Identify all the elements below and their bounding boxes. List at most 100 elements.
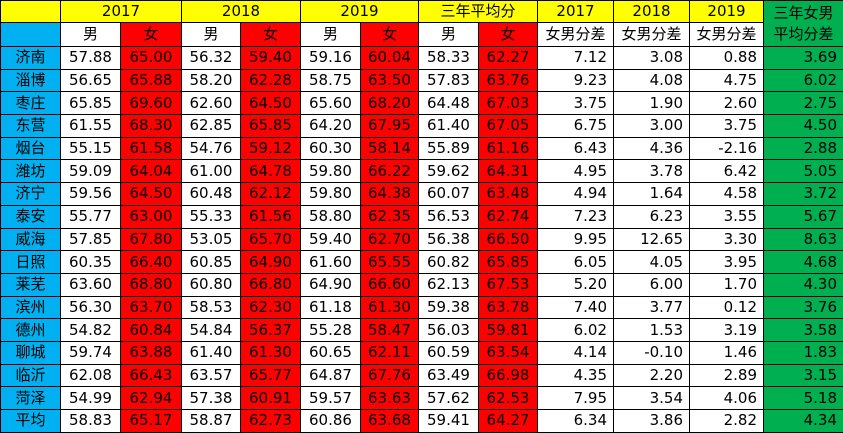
subheader-cell: 女 <box>240 22 301 47</box>
female-score: 64.38 <box>360 182 419 206</box>
female-score: 64.78 <box>240 159 301 184</box>
year-header: 2017 <box>60 0 182 23</box>
male-score: 58.33 <box>418 46 479 70</box>
avg-diff-cell: 3.72 <box>763 182 843 206</box>
city-cell: 淄博 <box>0 68 61 93</box>
female-score: 61.16 <box>477 136 539 161</box>
avg-diff-cell: 3.76 <box>763 295 843 320</box>
diff-cell: 7.23 <box>537 204 615 229</box>
female-score: 65.88 <box>120 68 182 93</box>
avg-diff-cell: 4.34 <box>763 409 843 433</box>
diff-cell: 4.58 <box>689 182 765 206</box>
female-score: 67.76 <box>360 363 419 388</box>
female-score: 60.04 <box>360 46 419 70</box>
female-score: 62.28 <box>240 68 301 93</box>
male-score: 58.20 <box>181 68 241 93</box>
male-score: 63.57 <box>181 363 241 388</box>
diff-cell: 3.78 <box>613 159 691 184</box>
male-score: 61.60 <box>300 250 361 274</box>
diff-cell: 6.43 <box>537 136 615 161</box>
data-row: 烟台 55.15 61.58 54.76 59.12 60.30 58.14 55.89 61.… <box>0 136 843 161</box>
city-cell: 日照 <box>0 250 61 274</box>
diff-cell: 3.54 <box>613 386 691 410</box>
diff-cell: 3.75 <box>537 91 615 116</box>
male-score: 56.65 <box>60 68 121 93</box>
female-score: 63.78 <box>477 295 539 320</box>
male-score: 60.30 <box>300 136 361 161</box>
diff-cell: 0.12 <box>689 295 765 320</box>
avg-diff-cell: 8.63 <box>763 227 843 252</box>
male-score: 54.76 <box>181 136 241 161</box>
female-score: 68.80 <box>120 272 182 297</box>
female-score: 64.90 <box>240 250 301 274</box>
data-row: 济南 57.88 65.00 56.32 59.40 59.16 60.04 58.33 62.… <box>0 46 843 70</box>
female-score: 64.50 <box>120 182 182 206</box>
female-score: 64.04 <box>120 159 182 184</box>
diff-cell: 3.86 <box>613 409 691 433</box>
diff-cell: 6.02 <box>537 318 615 342</box>
female-score: 62.53 <box>477 386 539 410</box>
diff-cell: 3.08 <box>613 46 691 70</box>
male-score: 59.80 <box>300 159 361 184</box>
male-score: 61.40 <box>181 340 241 365</box>
male-score: 60.80 <box>181 272 241 297</box>
city-cell: 滨州 <box>0 295 61 320</box>
avg-diff-header-line: 三年女男 <box>773 3 834 22</box>
male-score: 59.41 <box>418 409 479 433</box>
diff-cell: 6.42 <box>689 159 765 184</box>
female-score: 63.68 <box>360 409 419 433</box>
data-row: 平均 58.83 65.17 58.87 62.73 60.86 63.68 59.41 64.… <box>0 409 843 433</box>
female-score: 63.00 <box>120 204 182 229</box>
header-row: 2017 2018 2019 三年平均分 2017 2018 2019 三年女男 平均分差 <box>0 0 843 47</box>
male-score: 59.09 <box>60 159 121 184</box>
subheader-cell: 男 <box>181 22 241 47</box>
female-score: 68.30 <box>120 114 182 138</box>
city-cell: 泰安 <box>0 204 61 229</box>
female-score: 66.60 <box>360 272 419 297</box>
female-score: 62.11 <box>360 340 419 365</box>
male-score: 59.16 <box>300 46 361 70</box>
male-score: 59.56 <box>60 182 121 206</box>
female-score: 66.98 <box>477 363 539 388</box>
diff-cell: 4.94 <box>537 182 615 206</box>
female-score: 61.30 <box>360 295 419 320</box>
data-row: 莱芜 63.60 68.80 60.80 66.80 64.90 66.60 62.13 67.… <box>0 272 843 297</box>
diff-cell: 7.12 <box>537 46 615 70</box>
female-score: 63.88 <box>120 340 182 365</box>
diff-cell: 4.14 <box>537 340 615 365</box>
diff-cell: 4.05 <box>613 250 691 274</box>
male-score: 56.30 <box>60 295 121 320</box>
female-score: 58.47 <box>360 318 419 342</box>
female-score: 66.43 <box>120 363 182 388</box>
avg-diff-cell: 4.68 <box>763 250 843 274</box>
diff-cell: 3.00 <box>613 114 691 138</box>
male-score: 54.84 <box>181 318 241 342</box>
male-score: 64.90 <box>300 272 361 297</box>
female-score: 62.94 <box>120 386 182 410</box>
avg-diff-cell: 1.83 <box>763 340 843 365</box>
city-cell: 莱芜 <box>0 272 61 297</box>
diff-cell: 2.89 <box>689 363 765 388</box>
female-score: 68.20 <box>360 91 419 116</box>
female-score: 63.63 <box>360 386 419 410</box>
diff-cell: 3.77 <box>613 295 691 320</box>
female-score: 65.85 <box>477 250 539 274</box>
diff-cell: 12.65 <box>613 227 691 252</box>
female-score: 62.70 <box>360 227 419 252</box>
female-score: 66.50 <box>477 227 539 252</box>
female-score: 67.03 <box>477 91 539 116</box>
male-score: 55.89 <box>418 136 479 161</box>
female-score: 63.70 <box>120 295 182 320</box>
diff-cell: 6.00 <box>613 272 691 297</box>
diff-cell: 6.05 <box>537 250 615 274</box>
female-score: 65.85 <box>240 114 301 138</box>
city-cell: 聊城 <box>0 340 61 365</box>
city-cell: 济南 <box>0 46 61 70</box>
male-score: 54.99 <box>60 386 121 410</box>
male-score: 60.07 <box>418 182 479 206</box>
female-score: 67.80 <box>120 227 182 252</box>
diff-cell: 0.88 <box>689 46 765 70</box>
diff-cell: 1.64 <box>613 182 691 206</box>
city-cell: 平均 <box>0 409 61 433</box>
